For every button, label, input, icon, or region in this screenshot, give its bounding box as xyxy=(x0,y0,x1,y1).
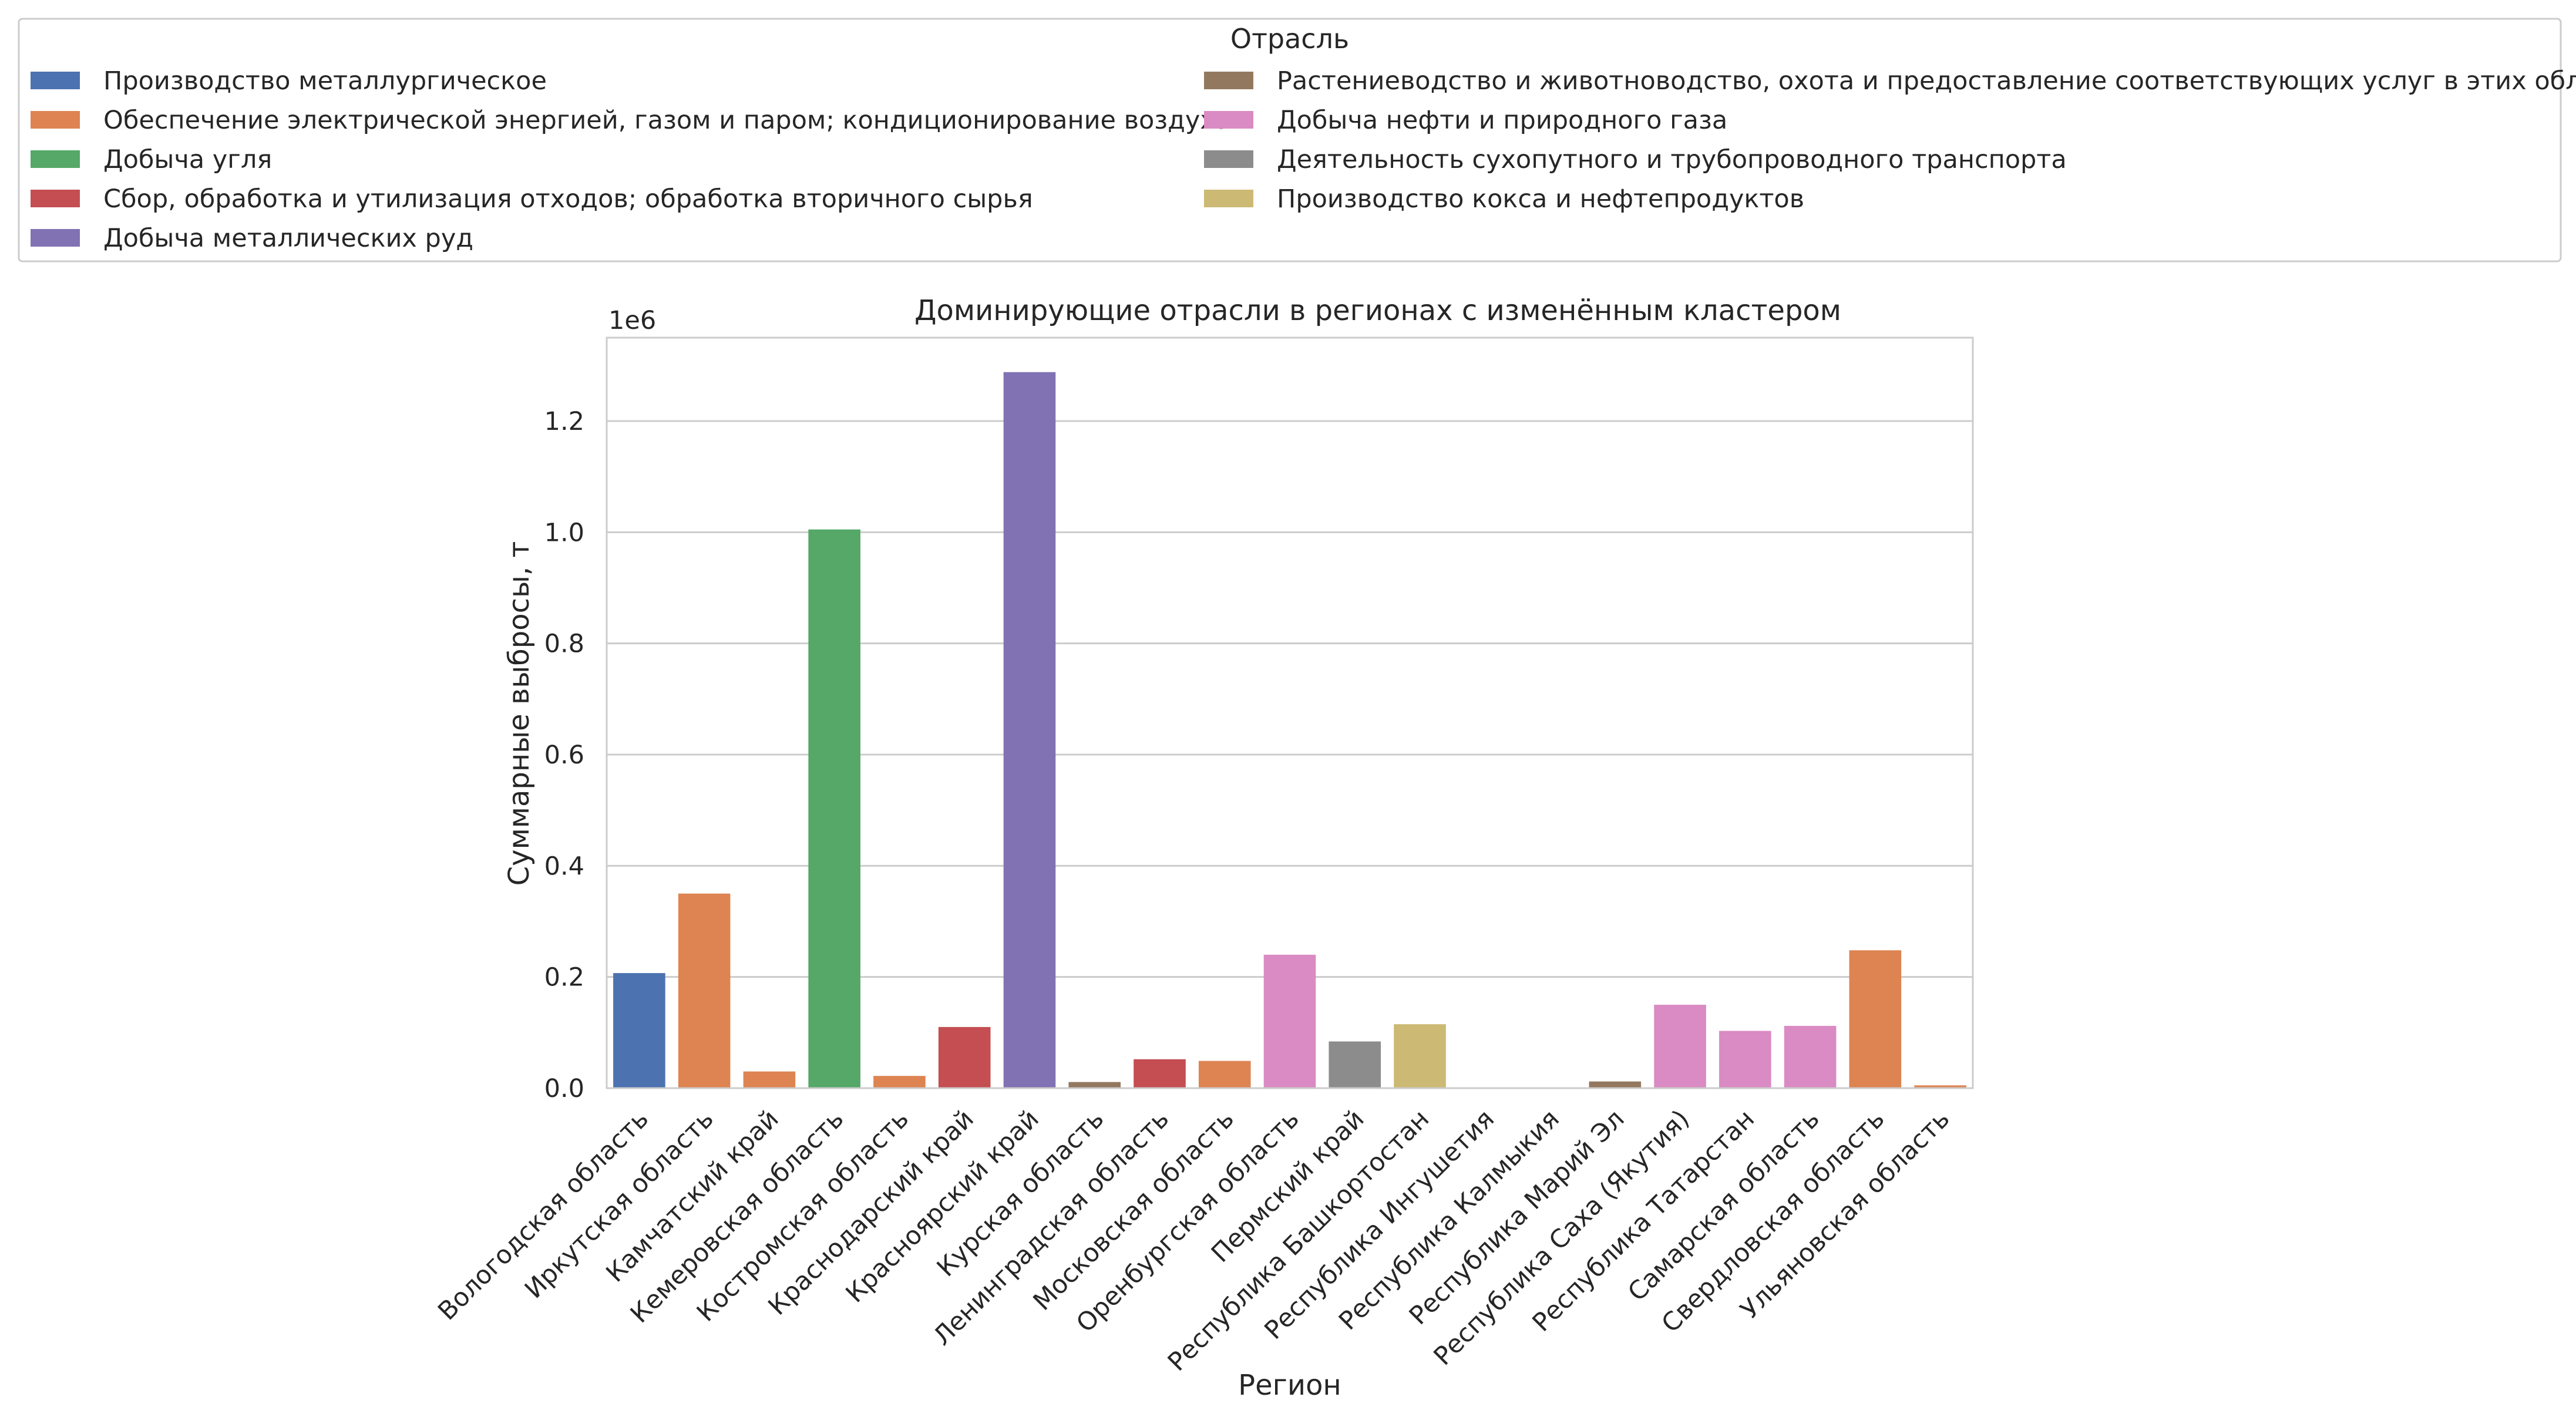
legend-swatch xyxy=(1204,72,1253,89)
bar xyxy=(873,1076,926,1088)
bar xyxy=(1263,954,1316,1088)
legend-title: Отрасль xyxy=(1230,23,1349,55)
legend-label: Добыча металлических руд xyxy=(103,224,473,253)
bar xyxy=(1198,1061,1251,1088)
bar xyxy=(1914,1085,1966,1088)
legend-swatch xyxy=(1204,190,1253,207)
bar xyxy=(1654,1005,1706,1088)
y-tick-label: 0.8 xyxy=(544,630,584,659)
y-tick-label: 0.2 xyxy=(544,963,584,992)
plot-frame xyxy=(606,336,1974,1089)
x-axis-label: Регион xyxy=(1238,1369,1341,1402)
legend-label: Деятельность сухопутного и трубопроводно… xyxy=(1277,145,2067,174)
y-tick-label: 0.4 xyxy=(544,851,584,881)
bar xyxy=(1134,1059,1186,1088)
y-axis-label: Суммарные выбросы, т xyxy=(503,541,536,886)
legend-label: Сбор, обработка и утилизация отходов; об… xyxy=(103,184,1033,214)
legend-swatch xyxy=(31,111,80,129)
bar xyxy=(1719,1031,1771,1088)
legend-swatch xyxy=(31,72,80,89)
bar xyxy=(1329,1041,1381,1088)
legend-label: Добыча нефти и природного газа xyxy=(1277,106,1727,135)
legend-swatch xyxy=(31,229,80,247)
y-tick-label: 0.6 xyxy=(544,741,584,770)
y-tick-label: 1.2 xyxy=(544,407,584,436)
legend-label: Добыча угля xyxy=(103,145,272,174)
y-tick-label: 1.0 xyxy=(544,518,584,547)
legend: Отрасль Производство металлургическое Обе… xyxy=(18,18,2576,262)
legend-label: Производство кокса и нефтепродуктов xyxy=(1277,184,1804,214)
bar xyxy=(613,973,665,1088)
plot-area: 0.0 0.2 0.4 0.6 0.8 1.0 1.2 Вологодская област… xyxy=(432,336,1974,1377)
bar xyxy=(938,1026,991,1088)
bar xyxy=(808,529,860,1088)
y-tick-label: 0.0 xyxy=(544,1074,584,1103)
y-ticks: 0.0 0.2 0.4 0.6 0.8 1.0 1.2 xyxy=(544,407,584,1103)
bar xyxy=(1784,1025,1837,1088)
bar xyxy=(1849,950,1902,1088)
y-offset-label: 1e6 xyxy=(608,306,656,335)
legend-frame xyxy=(18,18,2562,262)
bar xyxy=(1003,372,1056,1088)
legend-swatch xyxy=(31,190,80,207)
chart-title: Доминирующие отрасли в регионах с изменё… xyxy=(914,294,1841,327)
legend-items: Производство металлургическое Обеспечение… xyxy=(31,66,2576,253)
bar xyxy=(743,1071,796,1088)
legend-swatch xyxy=(31,150,80,168)
legend-swatch xyxy=(1204,150,1253,168)
bar xyxy=(1589,1081,1642,1088)
legend-label: Растениеводство и животноводство, охота … xyxy=(1277,66,2576,96)
legend-swatch xyxy=(1204,111,1253,129)
bar xyxy=(1068,1082,1121,1088)
bars xyxy=(613,372,1966,1088)
bar xyxy=(678,893,731,1088)
bar xyxy=(1394,1024,1446,1088)
legend-label: Производство металлургическое xyxy=(103,66,547,96)
legend-label: Обеспечение электрической энергией, газо… xyxy=(103,106,1230,135)
